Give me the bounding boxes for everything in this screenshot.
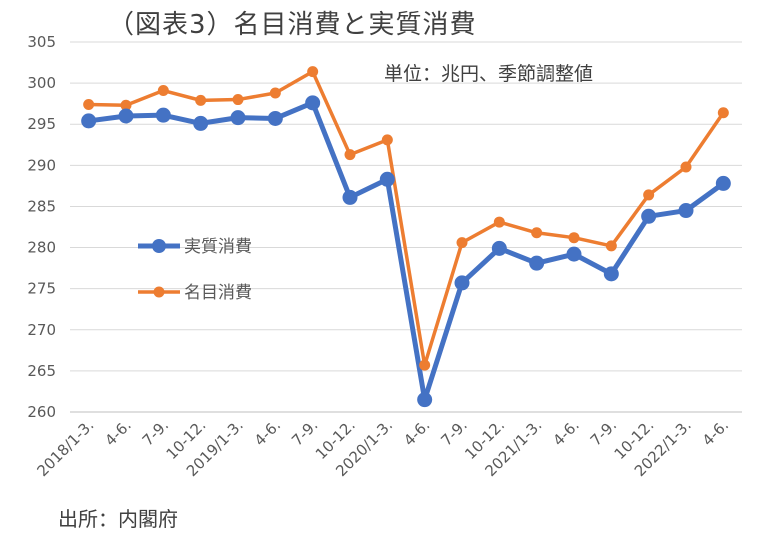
data-point — [305, 95, 321, 111]
x-tick-label: 4-6. — [400, 416, 433, 449]
y-tick-label: 270 — [27, 321, 56, 339]
data-point — [568, 232, 580, 244]
data-point — [680, 161, 692, 173]
legend-label: 名目消費 — [184, 283, 252, 303]
data-point — [491, 240, 507, 256]
data-point — [529, 255, 545, 271]
data-point — [603, 266, 619, 282]
unit-note: 単位：兆円、季節調整値 — [384, 63, 593, 85]
data-point — [83, 98, 95, 110]
y-tick-label: 290 — [27, 156, 56, 174]
data-point — [118, 108, 134, 124]
y-tick-label: 300 — [27, 74, 56, 92]
data-point — [566, 246, 582, 262]
data-point — [419, 359, 431, 371]
data-point — [379, 171, 395, 187]
legend-marker — [153, 286, 165, 298]
y-tick-label: 275 — [27, 280, 56, 298]
source-note: 出所：内閣府 — [58, 507, 178, 531]
data-point — [267, 110, 283, 126]
data-point — [605, 240, 617, 252]
data-point — [678, 203, 694, 219]
data-point — [120, 99, 132, 111]
y-tick-label: 295 — [27, 115, 56, 133]
data-point — [157, 85, 169, 97]
data-point — [456, 237, 468, 249]
y-tick-labels: 260 265 270 275 280 285 290 295 300 305 — [27, 33, 56, 421]
legend-label: 実質消費 — [184, 237, 252, 257]
legend-marker — [152, 239, 166, 253]
data-point — [230, 110, 246, 126]
x-tick-label: 4-6. — [101, 416, 134, 449]
y-tick-label: 285 — [27, 197, 56, 215]
data-point — [417, 392, 433, 408]
y-tick-label: 280 — [27, 239, 56, 257]
data-point — [81, 113, 97, 129]
data-point — [454, 275, 470, 291]
x-tick-label: 4-6. — [549, 416, 582, 449]
data-point — [493, 216, 505, 228]
series-line — [88, 69, 725, 367]
x-tick-label: 2018/1-3. — [34, 416, 98, 480]
data-point — [269, 87, 281, 99]
data-point — [155, 107, 171, 123]
x-tick-labels: 2018/1-3. 4-6. 7-9.10-12.2019/1-3. 4-6. 7-9.… — [34, 416, 733, 480]
x-tick-label: 4-6. — [251, 416, 284, 449]
data-point — [715, 175, 731, 191]
data-point — [717, 107, 729, 119]
series-lines — [88, 69, 725, 403]
data-point — [641, 208, 657, 224]
y-tick-label: 265 — [27, 362, 56, 380]
data-point — [643, 189, 655, 201]
series-points — [81, 66, 731, 408]
y-tick-label: 305 — [27, 33, 56, 51]
y-tick-label: 260 — [27, 403, 56, 421]
data-point — [195, 94, 207, 106]
data-point — [531, 227, 543, 239]
data-point — [232, 94, 244, 106]
x-tick-label: 4-6. — [699, 416, 732, 449]
chart-title: （図表3）名目消費と実質消費 — [108, 10, 477, 40]
data-point — [307, 66, 319, 78]
data-point — [193, 115, 209, 131]
data-point — [342, 189, 358, 205]
data-point — [344, 149, 356, 161]
data-point — [381, 134, 393, 146]
